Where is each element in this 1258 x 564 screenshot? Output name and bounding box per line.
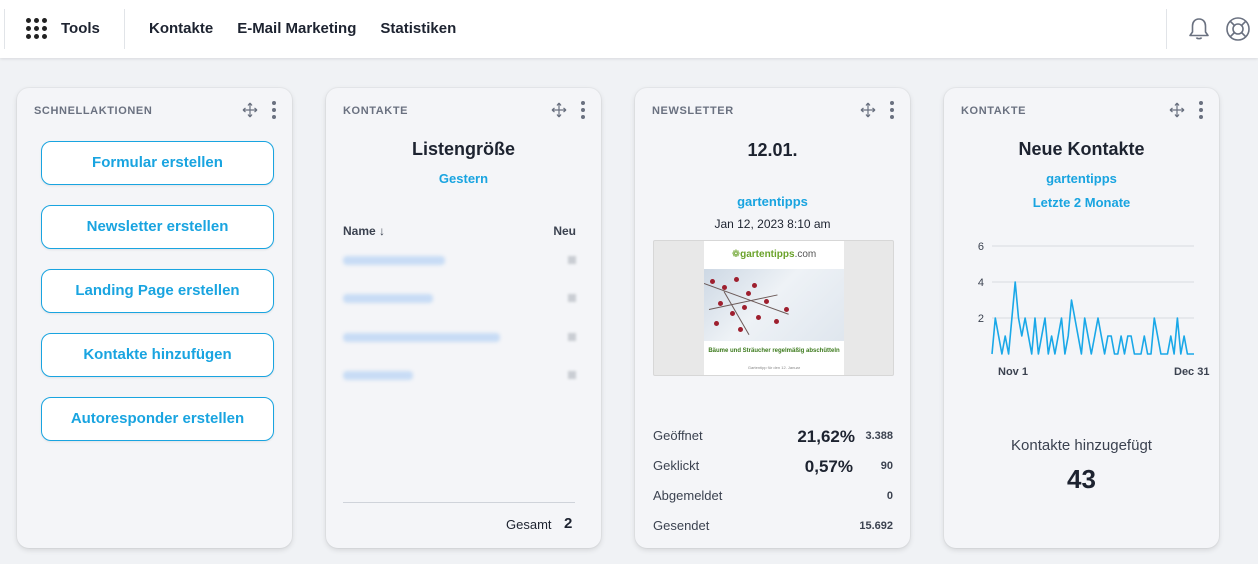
newsletter-subline: Gartentipp für den 12. Januar [747,365,801,370]
apps-grid-icon[interactable] [26,18,48,40]
stat-num-clicked: 90 [880,460,893,472]
winter-branch-image [704,269,844,341]
more-options-icon[interactable] [889,101,895,119]
list-item-value [568,256,576,264]
list-size-card: KONTAKTE Listengröße Gestern Name ↓ Neu … [326,88,601,548]
newsletter-list-link[interactable]: gartentipps [737,194,808,209]
card-label: KONTAKTE [343,105,409,117]
main-nav: Kontakte E-Mail Marketing Statistiken [149,20,456,37]
card-title: Neue Kontakte [1018,139,1145,159]
help-lifebuoy-icon[interactable] [1225,16,1251,42]
divider [1166,9,1167,49]
x-tick-label: Dec 31 [1174,366,1209,378]
total-value: 2 [564,515,573,532]
nav-item-statistiken[interactable]: Statistiken [380,20,457,37]
more-options-icon[interactable] [580,101,586,119]
card-label: SCHNELLAKTIONEN [34,105,153,117]
divider [4,9,5,49]
x-tick-label: Nov 1 [998,366,1028,378]
series-line [991,281,1194,355]
card-label: NEWSLETTER [652,105,734,117]
newsletter-card: NEWSLETTER 12.01. gartentipps Jan 12, 20… [635,88,910,548]
stat-pct-opened: 21,62% [797,427,855,446]
total-label: Gesamt [506,517,552,532]
move-drag-icon[interactable] [860,102,876,118]
list-item[interactable] [343,333,500,342]
stat-pct-clicked: 0,57% [804,457,853,476]
column-header-new: Neu [553,224,576,238]
add-contacts-button[interactable]: Kontakte hinzufügen [41,333,274,377]
new-contacts-line-chart: 2 4 6 Nov 1 Dec 31 [978,241,1210,378]
newsletter-preview-mail: ❁gartentipps.com Bäume und Sträucher reg… [704,241,844,375]
summary-label: Kontakte hinzugefügt [1011,437,1152,454]
newsletter-preview[interactable]: ❁gartentipps.com Bäume und Sträucher reg… [653,240,894,376]
period-link[interactable]: Gestern [438,171,489,186]
newsletter-date: 12.01. [747,140,798,160]
list-item[interactable] [343,294,433,303]
stat-num-unsubscribed: 0 [886,490,893,502]
brand-logo: ❁gartentipps.com [731,249,817,260]
create-autoresponder-button[interactable]: Autoresponder erstellen [41,397,274,441]
move-drag-icon[interactable] [242,102,258,118]
move-drag-icon[interactable] [551,102,567,118]
create-newsletter-button[interactable]: Newsletter erstellen [41,205,274,249]
period-link[interactable]: Letzte 2 Monate [1032,195,1131,210]
divider [343,502,575,503]
list-link[interactable]: gartentipps [1046,171,1117,186]
move-drag-icon[interactable] [1169,102,1185,118]
nav-item-kontakte[interactable]: Kontakte [149,20,214,37]
divider [124,9,125,49]
new-contacts-card: KONTAKTE Neue Kontakte gartentipps Letzt… [944,88,1219,548]
list-item-value [568,294,576,302]
list-item[interactable] [343,371,413,380]
newsletter-sent-at: Jan 12, 2023 8:10 am [714,217,831,231]
tools-menu-label[interactable]: Tools [61,20,100,37]
list-item[interactable] [343,256,445,265]
stat-label-clicked: Geklickt [653,458,700,473]
stat-num-sent: 15.692 [859,520,893,532]
y-tick-label: 4 [978,277,984,289]
more-options-icon[interactable] [271,101,277,119]
quick-actions-card: SCHNELLAKTIONEN Formular erstellen Newsl… [17,88,292,548]
y-tick-label: 6 [978,241,984,253]
stat-num-opened: 3.388 [865,430,893,442]
card-title: Listengröße [411,139,515,159]
bell-icon[interactable] [1186,16,1212,42]
list-item-value [568,371,576,379]
stat-label-unsubscribed: Abgemeldet [653,488,723,503]
card-label: KONTAKTE [961,105,1027,117]
stat-label-opened: Geöffnet [653,428,703,443]
create-form-button[interactable]: Formular erstellen [41,141,274,185]
list-item-value [568,333,576,341]
summary-value: 43 [1067,464,1096,494]
more-options-icon[interactable] [1198,101,1204,119]
column-header-name[interactable]: Name ↓ [343,224,386,238]
newsletter-headline: Bäume und Sträucher regelmäßig abschütte… [708,348,840,354]
top-bar: Tools Kontakte E-Mail Marketing Statisti… [0,0,1258,58]
y-tick-label: 2 [978,313,984,325]
stat-label-sent: Gesendet [653,518,710,533]
nav-item-email-marketing[interactable]: E-Mail Marketing [237,20,357,37]
create-landing-page-button[interactable]: Landing Page erstellen [41,269,274,313]
